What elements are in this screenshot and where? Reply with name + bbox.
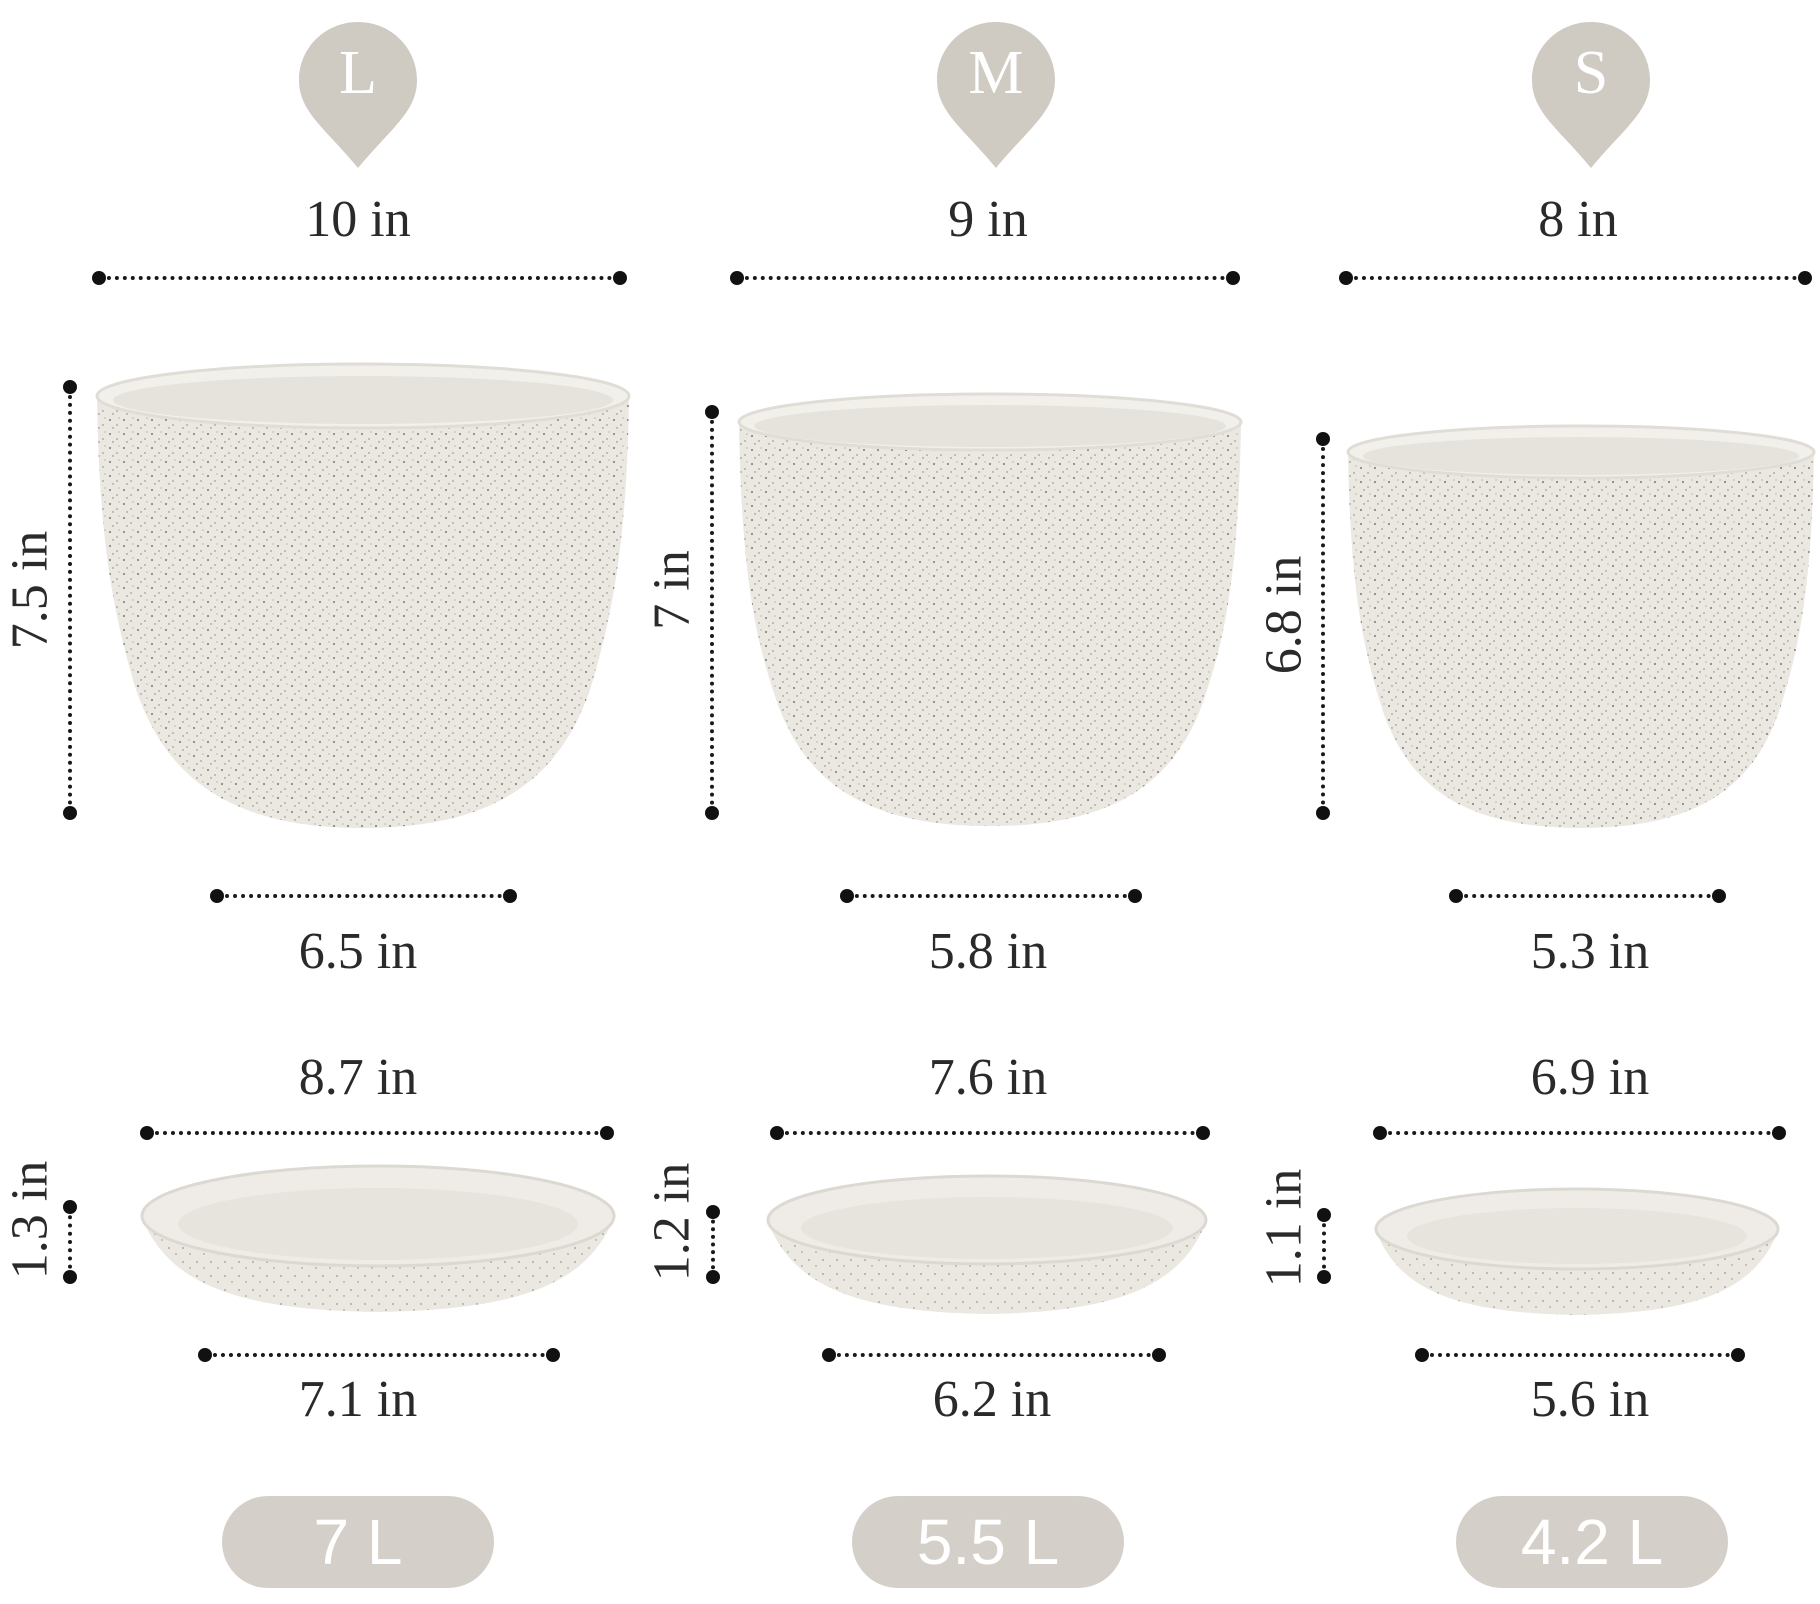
height-line <box>63 380 77 820</box>
saucer-image <box>140 1164 616 1312</box>
map-pin-icon <box>937 22 1055 168</box>
volume-badge: 5.5 L <box>852 1496 1124 1588</box>
saucer-height-line <box>1317 1208 1331 1284</box>
saucer-bottom-width-line <box>1415 1348 1745 1362</box>
saucer-top-width-label: 6.9 in <box>1530 1049 1650 1106</box>
saucer-bottom-width-label: 5.6 in <box>1530 1371 1650 1428</box>
saucer-top-width-label: 8.7 in <box>298 1049 418 1106</box>
size-badge: S <box>1530 20 1652 170</box>
size-badge: M <box>935 20 1057 170</box>
map-pin-icon <box>1532 22 1650 168</box>
saucer-height-line <box>63 1200 77 1284</box>
saucer-image <box>1374 1187 1780 1315</box>
saucer-height-label: 1.1 in <box>1255 1168 1313 1288</box>
height-line <box>705 405 719 820</box>
saucer-bottom-width-line <box>822 1348 1166 1362</box>
volume-badge: 4.2 L <box>1456 1496 1728 1588</box>
bottom-width-line <box>840 889 1142 903</box>
top-width-label: 9 in <box>948 191 1028 248</box>
map-pin-icon <box>299 22 417 168</box>
size-badge: L <box>297 20 419 170</box>
saucer-top-width-line <box>140 1126 614 1140</box>
saucer-top-width-line <box>1373 1126 1786 1140</box>
saucer-top-width-line <box>770 1126 1210 1140</box>
saucer-bottom-width-label: 6.2 in <box>932 1371 1052 1428</box>
height-line <box>1316 432 1330 820</box>
bottom-width-label: 5.3 in <box>1530 923 1650 980</box>
top-width-line <box>92 271 627 285</box>
saucer-image <box>766 1174 1208 1314</box>
top-width-label: 8 in <box>1538 191 1618 248</box>
top-width-line <box>1339 271 1812 285</box>
size-column-large: L 10 in 7.5 in 6.5 in 8.7 in 1.3 in <box>0 0 631 1604</box>
pot-image <box>95 362 631 828</box>
saucer-bottom-width-line <box>198 1348 560 1362</box>
bottom-width-label: 5.8 in <box>928 923 1048 980</box>
height-label: 6.8 in <box>1255 555 1313 675</box>
pot-image <box>1346 424 1816 828</box>
bottom-width-line <box>210 889 517 903</box>
saucer-top-width-label: 7.6 in <box>928 1049 1048 1106</box>
size-letter: S <box>1573 39 1609 107</box>
saucer-bottom-width-label: 7.1 in <box>298 1371 418 1428</box>
volume-badge: 7 L <box>222 1496 494 1588</box>
top-width-line <box>730 271 1240 285</box>
saucer-height-line <box>706 1205 720 1284</box>
top-width-label: 10 in <box>305 191 411 248</box>
bottom-width-label: 6.5 in <box>298 923 418 980</box>
size-letter: M <box>968 39 1024 107</box>
size-letter: L <box>339 39 377 107</box>
pot-image <box>737 392 1243 826</box>
bottom-width-line <box>1449 889 1726 903</box>
